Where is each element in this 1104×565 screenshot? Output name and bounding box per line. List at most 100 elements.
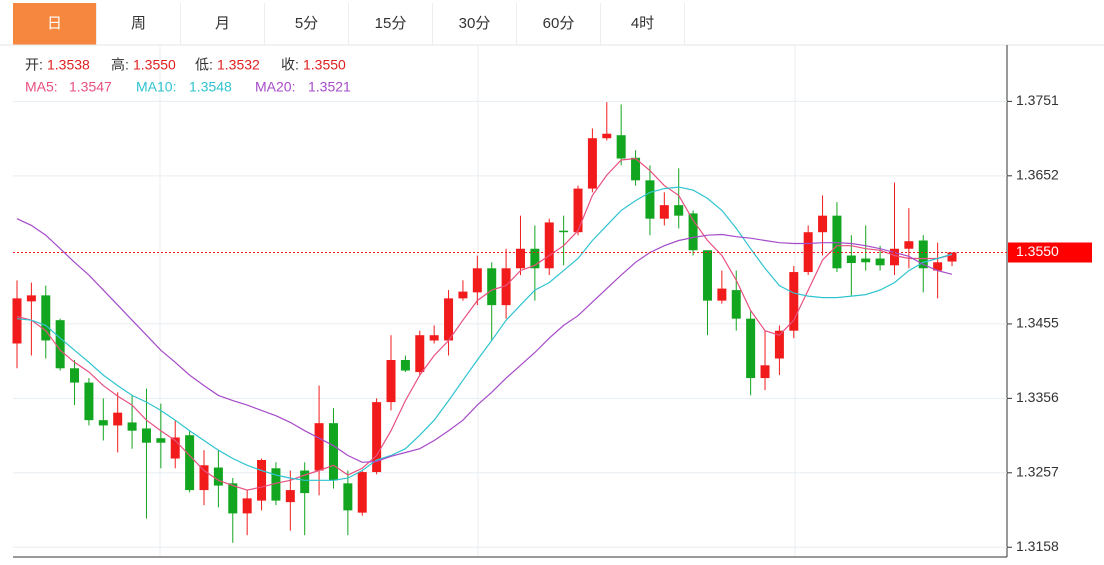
y-tick-label: 1.3652 — [1016, 167, 1059, 183]
candle-body — [501, 268, 511, 306]
candle-body — [602, 133, 612, 139]
candle-body — [631, 157, 641, 181]
candle-body — [530, 248, 540, 269]
candle-body — [386, 360, 396, 403]
candle-body — [731, 290, 741, 319]
candle-body — [616, 135, 626, 159]
period-tab[interactable]: 月 — [181, 3, 265, 45]
y-tick-label: 1.3751 — [1016, 92, 1059, 108]
candle-body — [918, 240, 928, 269]
y-tick-label: 1.3356 — [1016, 389, 1059, 405]
candle-body — [429, 335, 439, 341]
period-tab[interactable]: 15分 — [349, 3, 433, 45]
candle-body — [947, 252, 957, 262]
ohlc-label: 高: — [111, 57, 129, 73]
candle-body — [774, 330, 784, 359]
candle-body — [199, 465, 209, 491]
last-price-label: 1.3550 — [1016, 243, 1059, 259]
candle-body — [141, 428, 151, 443]
legend-value: 1.3521 — [308, 79, 351, 95]
candle-body — [544, 222, 554, 269]
ohlc-value: 1.3550 — [303, 57, 346, 73]
y-tick-label: 1.3158 — [1016, 538, 1059, 554]
candle-body — [185, 435, 195, 491]
candle-body — [228, 483, 238, 514]
candle-body — [343, 483, 353, 511]
candle-body — [702, 250, 712, 301]
candle-body — [746, 318, 756, 379]
candle-body — [12, 298, 22, 344]
candle-body — [573, 188, 583, 233]
ohlc-label: 收: — [281, 57, 299, 73]
y-tick-label: 1.3455 — [1016, 315, 1059, 331]
period-tab[interactable]: 日 — [13, 3, 97, 45]
candle-body — [587, 138, 597, 189]
candle-body — [904, 241, 914, 249]
candle-body — [861, 258, 871, 263]
candle-body — [889, 248, 899, 266]
period-tab[interactable]: 60分 — [517, 3, 601, 45]
candle-body — [487, 268, 497, 306]
candle-body — [113, 412, 123, 426]
candle-body — [789, 272, 799, 331]
candle-body — [472, 268, 482, 293]
candle-body — [818, 215, 828, 233]
candle-body — [659, 205, 669, 219]
candle-body — [314, 423, 324, 471]
candle-body — [156, 438, 166, 443]
candle-body — [127, 422, 137, 431]
legend-label: MA10: — [136, 79, 176, 95]
candle-body — [400, 360, 410, 371]
candle-body — [933, 262, 943, 271]
candle-body — [688, 213, 698, 251]
candle-body — [832, 215, 842, 269]
period-tab[interactable]: 5分 — [265, 3, 349, 45]
candle-body — [458, 291, 468, 299]
candle-body — [760, 365, 770, 379]
candle-body — [645, 180, 655, 219]
ohlc-label: 开: — [25, 57, 43, 73]
candle-body — [170, 437, 180, 459]
candle-body — [98, 420, 108, 426]
candle-body — [674, 205, 684, 216]
candle-body — [26, 295, 36, 302]
legend-value: 1.3547 — [69, 79, 112, 95]
ohlc-value: 1.3532 — [217, 57, 260, 73]
y-tick-label: 1.3257 — [1016, 463, 1059, 479]
candle-body — [559, 230, 569, 233]
candle-body — [257, 460, 267, 501]
candle-body — [803, 232, 813, 273]
candle-body — [41, 295, 51, 341]
period-tab[interactable]: 周 — [97, 3, 181, 45]
ma-line — [16, 157, 953, 491]
candle-body — [242, 498, 252, 514]
candle-body — [372, 402, 382, 473]
last-price-box — [1008, 242, 1092, 263]
period-tab[interactable]: 4时 — [601, 3, 685, 45]
ma-line — [16, 218, 953, 463]
candle-body — [328, 423, 338, 481]
candle-body — [84, 382, 94, 421]
ohlc-value: 1.3550 — [133, 57, 176, 73]
ohlc-label: 低: — [195, 57, 213, 73]
legend-label: MA5: — [25, 79, 58, 95]
candle-body — [444, 298, 454, 341]
ma-line — [16, 186, 953, 481]
ohlc-value: 1.3538 — [47, 57, 90, 73]
candle-body — [717, 288, 727, 301]
period-tab[interactable]: 30分 — [433, 3, 517, 45]
candle-body — [213, 467, 223, 486]
candle-body — [515, 248, 525, 269]
candle-body — [285, 490, 295, 503]
candle-body — [70, 368, 80, 383]
legend-value: 1.3548 — [189, 79, 232, 95]
candle-body — [55, 320, 65, 369]
candle-body — [415, 335, 425, 373]
candle-body — [357, 472, 367, 513]
legend-label: MA20: — [255, 79, 295, 95]
candle-body — [846, 255, 856, 264]
candle-body — [300, 470, 310, 494]
candle-body — [271, 468, 281, 501]
